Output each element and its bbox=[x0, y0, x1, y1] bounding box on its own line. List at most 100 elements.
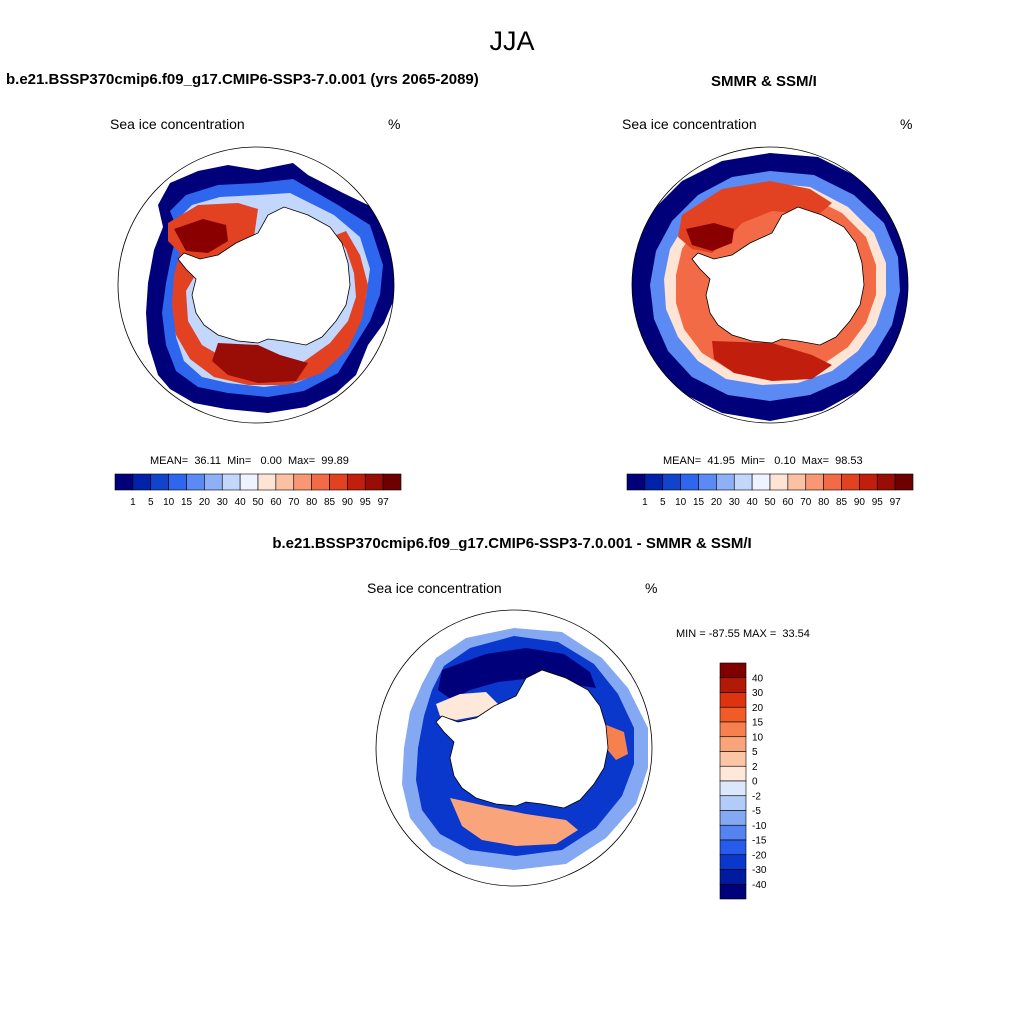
colorbar-cell bbox=[841, 473, 860, 491]
diff-stats: MIN = -87.55 MAX = 33.54 bbox=[676, 628, 810, 640]
model-units-label: % bbox=[388, 116, 401, 132]
colorbar-cell bbox=[716, 473, 735, 491]
colorbar-cell bbox=[719, 780, 747, 797]
colorbar-tick-label: 85 bbox=[836, 497, 848, 508]
colorbar-tick-label: 40 bbox=[747, 497, 759, 508]
colorbar-cell bbox=[221, 473, 241, 491]
colorbar-cell bbox=[204, 473, 223, 491]
colorbar-tick-label: 40 bbox=[752, 673, 764, 684]
colorbar-tick-label: 60 bbox=[782, 497, 794, 508]
obs-panel-title: SMMR & SSM/I bbox=[711, 73, 817, 90]
model-ice-red-band bbox=[168, 203, 368, 385]
colorbar-cell bbox=[719, 795, 747, 811]
colorbar-cell bbox=[382, 473, 402, 491]
diff-variable-label: Sea ice concentration bbox=[367, 580, 502, 596]
colorbar-cell bbox=[719, 810, 747, 826]
colorbar-tick-label: 70 bbox=[288, 497, 300, 508]
colorbar-tick-label: -20 bbox=[752, 850, 767, 861]
colorbar-cell bbox=[719, 765, 747, 782]
diff-positive-indian bbox=[604, 724, 628, 760]
colorbar-tick-label: -5 bbox=[752, 806, 761, 817]
colorbar-cell bbox=[311, 473, 330, 491]
colorbar-cell bbox=[733, 473, 753, 491]
colorbar-cell bbox=[751, 473, 771, 491]
diff-panel-title: b.e21.BSSP370cmip6.f09_g17.CMIP6-SSP3-7.… bbox=[272, 535, 752, 552]
model-ice-dark-core-ross bbox=[212, 343, 308, 383]
colorbar-tick-label: 30 bbox=[752, 688, 764, 699]
obs-sea-ice-map bbox=[631, 146, 909, 424]
colorbar-cell bbox=[150, 473, 169, 491]
colorbar-tick-label: 70 bbox=[800, 497, 812, 508]
colorbar-tick-label: 15 bbox=[181, 497, 193, 508]
colorbar-tick-label: -30 bbox=[752, 865, 767, 876]
model-stats: MEAN= 36.11 Min= 0.00 Max= 99.89 bbox=[150, 455, 349, 467]
colorbar-cell bbox=[859, 473, 878, 491]
model-sea-ice-map bbox=[117, 146, 395, 424]
colorbar-tick-label: -40 bbox=[752, 880, 767, 891]
colorbar-cell bbox=[186, 473, 205, 491]
colorbar-cell bbox=[787, 473, 807, 491]
colorbar-cell bbox=[168, 473, 187, 491]
diff-units-label: % bbox=[645, 580, 658, 596]
colorbar-cell bbox=[769, 473, 789, 491]
colorbar-cell bbox=[719, 824, 747, 841]
obs-antarctica bbox=[691, 206, 865, 346]
diff-positive-ross bbox=[450, 798, 578, 846]
obs-ice-dark-core bbox=[686, 223, 734, 251]
obs-units-label: % bbox=[900, 116, 913, 132]
colorbar-cell bbox=[114, 473, 134, 491]
colorbar-tick-label: -2 bbox=[752, 791, 761, 802]
colorbar-cell bbox=[626, 473, 646, 491]
model-variable-label: Sea ice concentration bbox=[110, 116, 245, 132]
obs-colorbar: 1 5 10 15 20 30 40 50 60 70 80 85 90 95 97 bbox=[626, 473, 914, 508]
colorbar-cell bbox=[719, 706, 747, 723]
colorbar-cell bbox=[680, 473, 699, 491]
colorbar-tick-label: 97 bbox=[378, 497, 390, 508]
colorbar-cell bbox=[719, 721, 747, 738]
colorbar-cell bbox=[805, 473, 824, 491]
colorbar-cell bbox=[894, 473, 914, 491]
figure-title: JJA bbox=[489, 26, 535, 56]
colorbar-tick-label: 50 bbox=[252, 497, 264, 508]
colorbar-cell bbox=[347, 473, 366, 491]
colorbar-tick-label: -10 bbox=[752, 821, 767, 832]
colorbar-cell bbox=[293, 473, 312, 491]
colorbar-tick-label: 1 bbox=[130, 497, 136, 508]
colorbar-tick-label: 60 bbox=[270, 497, 282, 508]
colorbar-tick-label: 50 bbox=[764, 497, 776, 508]
diff-dark-negative bbox=[438, 648, 596, 700]
colorbar-tick-label: 30 bbox=[729, 497, 741, 508]
colorbar-tick-label: 30 bbox=[217, 497, 229, 508]
colorbar-tick-label: 20 bbox=[711, 497, 723, 508]
colorbar-cell bbox=[876, 473, 896, 491]
obs-stats: MEAN= 41.95 Min= 0.10 Max= 98.53 bbox=[663, 455, 863, 467]
colorbar-cell bbox=[662, 473, 681, 491]
obs-variable-label: Sea ice concentration bbox=[622, 116, 757, 132]
colorbar-cell bbox=[719, 839, 747, 856]
diff-sea-ice-map bbox=[375, 609, 653, 887]
colorbar-tick-label: 85 bbox=[324, 497, 336, 508]
colorbar-cell bbox=[719, 692, 747, 708]
colorbar-cell bbox=[719, 751, 747, 767]
colorbar-tick-label: 20 bbox=[752, 703, 764, 714]
colorbar-cell bbox=[719, 854, 747, 870]
colorbar-tick-label: 10 bbox=[163, 497, 175, 508]
colorbar-tick-label: 95 bbox=[360, 497, 372, 508]
colorbar-cell bbox=[719, 869, 747, 885]
model-colorbar: 1 5 10 15 20 30 40 50 60 70 80 85 90 95 97 bbox=[114, 473, 402, 508]
colorbar-cell bbox=[719, 677, 747, 693]
colorbar-tick-label: 95 bbox=[872, 497, 884, 508]
colorbar-tick-label: 0 bbox=[752, 777, 758, 788]
colorbar-cell bbox=[823, 473, 842, 491]
colorbar-tick-label: 10 bbox=[675, 497, 687, 508]
colorbar-tick-label: 15 bbox=[693, 497, 705, 508]
colorbar-cell bbox=[275, 473, 295, 491]
diff-near-zero bbox=[436, 692, 498, 720]
colorbar-tick-label: 80 bbox=[818, 497, 830, 508]
diff-antarctica bbox=[435, 669, 609, 809]
colorbar-tick-label: 80 bbox=[306, 497, 318, 508]
colorbar-tick-label: 20 bbox=[199, 497, 211, 508]
colorbar-tick-label: 10 bbox=[752, 732, 764, 743]
colorbar-tick-label: 40 bbox=[235, 497, 247, 508]
